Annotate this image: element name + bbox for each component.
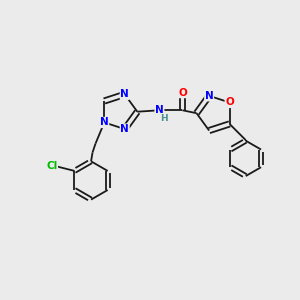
- Text: N: N: [205, 91, 214, 101]
- Text: Cl: Cl: [46, 160, 57, 171]
- Text: N: N: [120, 89, 129, 99]
- Text: H: H: [160, 114, 167, 123]
- Text: N: N: [155, 105, 164, 115]
- Text: O: O: [225, 98, 234, 107]
- Text: N: N: [100, 118, 109, 128]
- Text: O: O: [178, 88, 187, 98]
- Text: N: N: [120, 124, 129, 134]
